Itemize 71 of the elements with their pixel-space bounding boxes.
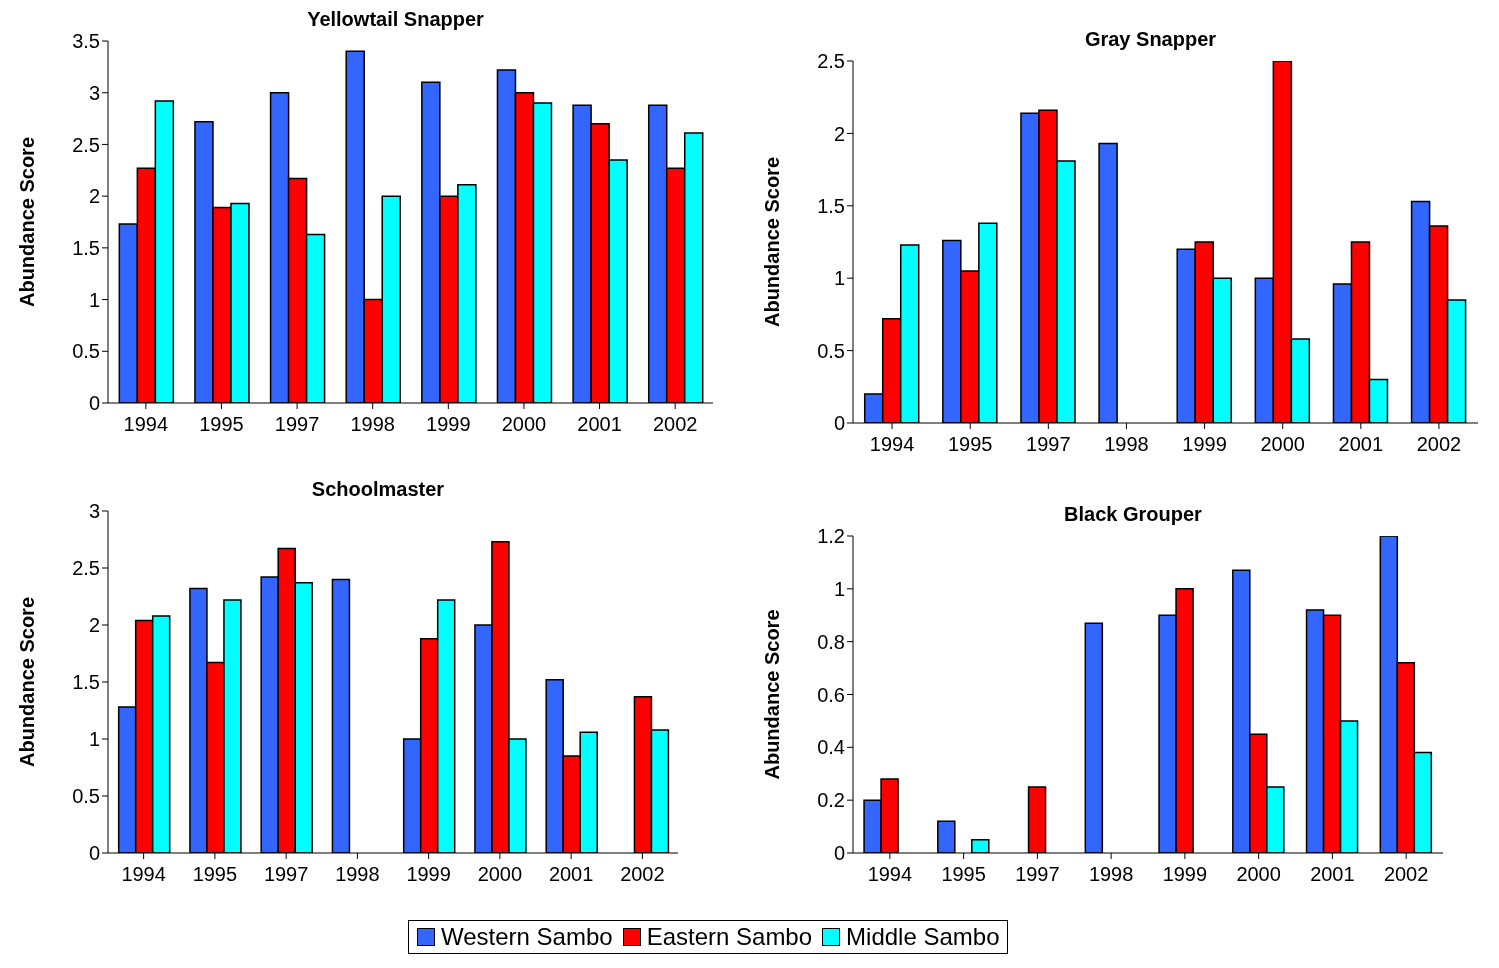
x-tick-label: 2002 [1383, 863, 1429, 886]
y-tick-label: 2 [88, 614, 100, 637]
legend-label: Western Sambo [441, 923, 613, 951]
y-tick-label: 0.8 [817, 630, 845, 653]
x-tick-label: 1994 [867, 863, 913, 886]
x-tick-label: 1997 [1026, 433, 1071, 456]
x-tick-label: 2001 [1310, 863, 1355, 886]
x-tick-label: 2000 [1236, 863, 1281, 886]
y-tick-label: 0.5 [72, 340, 100, 363]
x-tick-label: 2002 [1416, 433, 1462, 456]
y-tick-label: 1.5 [72, 236, 100, 259]
chart-title: Black Grouper [1063, 503, 1203, 526]
x-tick-label: 1995 [947, 433, 993, 456]
legend-label: Eastern Sambo [646, 923, 813, 951]
y-tick-label: 0 [88, 842, 100, 865]
y-tick-label: 2 [88, 185, 100, 208]
x-tick-label: 2001 [548, 863, 594, 886]
x-tick-label: 1997 [263, 863, 309, 886]
y-axis-title: Abundance Score [16, 596, 39, 768]
chart-title: Gray Snapper [1083, 28, 1218, 51]
y-tick-label: 2.5 [72, 133, 100, 156]
y-tick-label: 1 [88, 288, 100, 311]
x-tick-label: 1997 [274, 413, 320, 436]
chart-title: Schoolmaster [310, 478, 446, 501]
y-tick-label: 0 [833, 842, 845, 865]
y-tick-label: 0.5 [72, 785, 100, 808]
y-tick-label: 1 [88, 728, 100, 751]
y-tick-label: 3.5 [72, 30, 100, 53]
y-tick-label: 0.4 [817, 736, 845, 759]
y-tick-label: 0.6 [817, 683, 845, 706]
x-tick-label: 1998 [1088, 863, 1134, 886]
x-tick-label: 1994 [869, 433, 915, 456]
y-tick-label: 0 [88, 392, 100, 415]
y-tick-label: 3 [88, 500, 100, 523]
x-tick-label: 1995 [199, 413, 244, 436]
y-tick-label: 0.5 [817, 339, 845, 362]
x-tick-label: 1999 [1182, 433, 1227, 456]
x-tick-label: 2000 [477, 863, 523, 886]
y-tick-label: 3 [88, 81, 100, 104]
x-tick-label: 2002 [652, 413, 698, 436]
x-tick-label: 2001 [577, 413, 622, 436]
y-tick-label: 1 [833, 577, 845, 600]
x-tick-label: 1998 [350, 413, 395, 436]
x-tick-label: 2000 [1260, 433, 1305, 456]
x-tick-label: 1999 [426, 413, 471, 436]
x-tick-label: 1999 [1162, 863, 1208, 886]
x-tick-label: 1999 [406, 863, 451, 886]
y-tick-label: 0.2 [817, 789, 845, 812]
y-tick-label: 1 [833, 267, 845, 290]
x-tick-label: 1997 [1015, 863, 1060, 886]
y-axis-title: Abundance Score [761, 156, 784, 328]
y-axis-title: Abundance Score [16, 136, 39, 308]
x-tick-label: 2002 [620, 863, 665, 886]
y-tick-label: 2.5 [817, 50, 845, 73]
x-tick-label: 1995 [192, 863, 238, 886]
x-tick-label: 2001 [1338, 433, 1384, 456]
x-tick-label: 1998 [335, 863, 380, 886]
x-tick-label: 2000 [501, 413, 547, 436]
y-tick-label: 1.5 [72, 671, 100, 694]
x-tick-label: 1994 [121, 863, 166, 886]
y-tick-label: 1.2 [817, 525, 845, 548]
x-tick-label: 1995 [941, 863, 986, 886]
y-tick-label: 2.5 [72, 557, 100, 580]
y-tick-label: 0 [833, 412, 845, 435]
legend-label: Middle Sambo [846, 923, 1000, 951]
x-tick-label: 1998 [1104, 433, 1149, 456]
chart-title: Yellowtail Snapper [306, 8, 485, 31]
y-axis-title: Abundance Score [761, 609, 784, 780]
y-tick-label: 1.5 [817, 194, 845, 217]
x-tick-label: 1994 [123, 413, 169, 436]
y-tick-label: 2 [833, 122, 845, 145]
